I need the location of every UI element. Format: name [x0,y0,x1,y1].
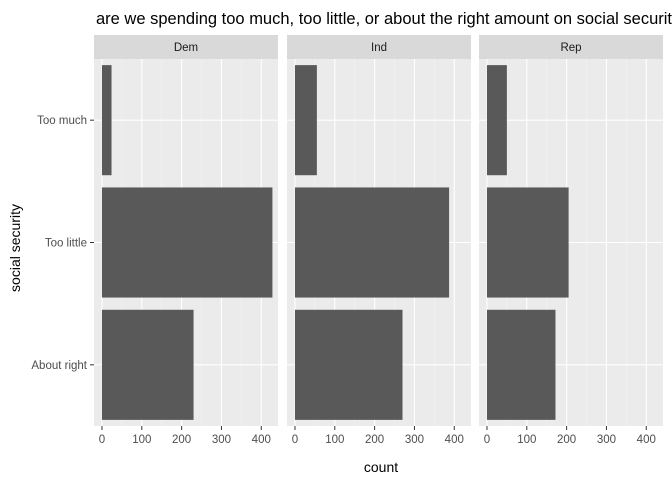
y-axis: Too much Too little About right [31,115,94,372]
x-axis-title: count [364,459,398,475]
y-tick-label: Too little [45,238,87,250]
x-tick-label: 200 [557,434,576,446]
x-tick-label: 0 [484,434,490,446]
bar-dem-2 [101,309,194,420]
x-tick-label: 300 [405,434,424,446]
facet-label: Dem [174,42,198,54]
y-tick-label: About right [31,360,87,372]
x-tick-label: 100 [517,434,536,446]
bar-rep-1 [486,187,569,298]
facet-strip [94,35,278,59]
x-tick-label: 300 [212,434,231,446]
bar-ind-2 [294,309,403,420]
facet-strip [479,35,663,59]
bar-dem-1 [101,187,273,298]
facet-panel-rep: Rep 0 100 200 300 400 [479,35,663,446]
bar-rep-0 [486,65,507,176]
facet-label: Rep [560,42,581,54]
bar-dem-0 [101,65,112,176]
x-tick-label: 100 [132,434,151,446]
bar-rep-2 [486,309,556,420]
y-tick-label: Too much [37,115,87,127]
facet-label: Ind [371,42,387,54]
x-tick-label: 400 [637,434,656,446]
chart-title: are we spending too much, too little, or… [96,10,672,28]
bar-ind-1 [294,187,450,298]
x-tick-label: 200 [365,434,384,446]
facet-panel-dem: Dem 0 100 200 300 400 [94,35,278,446]
bar-ind-0 [294,65,317,176]
x-tick-label: 0 [99,434,105,446]
y-axis-title: social security [7,204,23,292]
x-tick-label: 400 [445,434,464,446]
facet-strip [287,35,471,59]
x-tick-label: 400 [252,434,271,446]
facet-panel-ind: Ind 0 100 200 300 400 [287,35,471,446]
x-tick-label: 0 [292,434,298,446]
x-tick-label: 100 [325,434,344,446]
facet-panels: Dem 0 100 200 300 400 Ind 0 100 200 300 400 Rep 0 100 2… [94,35,663,446]
x-tick-label: 300 [597,434,616,446]
x-tick-label: 200 [172,434,191,446]
